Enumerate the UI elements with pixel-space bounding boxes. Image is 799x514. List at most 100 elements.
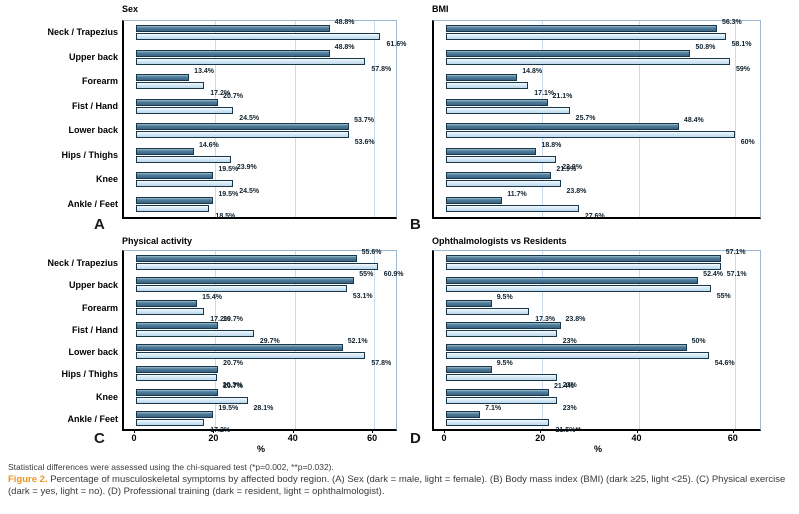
value-label-dark: 52.4% [703,271,724,279]
chart-title: Ophthalmologists vs Residents [432,236,567,246]
bar-dark [136,123,350,130]
value-label-light: 23.9% [236,163,257,171]
bar-light [136,155,231,163]
bar-light [446,204,579,212]
bar-group-ankle-feet: 7.1% 21.5%** [446,404,754,434]
value-label-dark: 7.1% [485,404,502,412]
category-label: Ankle / Feet [67,413,118,424]
value-label-light: 17.2% [210,426,231,434]
value-label-dark: 50.8% [695,43,716,51]
bar-group-neck-trapezius: 57.1% 57.1% [446,249,754,278]
bar-dark [446,410,481,418]
value-label-light: 23% [562,404,577,412]
category-label: Knee [95,391,118,402]
value-label-light: 17.2% [210,90,231,97]
plot-area: 57.1% 57.1% 52.4% 55% 9.5% 17.3% 23.8% 23% 50% 54… [432,249,761,434]
bar-group-ankle-feet: 11.7% 27.6% [446,190,754,220]
value-label-light: 17.3% [535,315,556,323]
bar-dark [446,388,549,396]
category-label: Lower back [68,347,118,358]
value-label-light: 24.5% [239,188,260,195]
value-label-light: 17.2% [210,315,231,323]
bar-dark [446,196,503,204]
value-label-dark: 20.7% [223,360,243,368]
bar-dark [136,366,219,374]
value-label-light: 23.8% [566,188,587,195]
value-label-light: 18.5% [215,212,236,220]
bar-light [446,33,726,40]
bar-group-upper-back: 52.4% 55% [446,271,754,300]
plot-field: 48.8% 61.6% 48.8% 57.8% 13.4% 17.2% 20.7% 24.5%… [136,19,406,220]
bar-light [136,180,234,187]
value-label-light: 57.8% [371,65,392,73]
x-axis: 0 20 40 60% [122,430,394,456]
category-label: Fist / Hand [71,100,118,111]
value-label-light: 53.6% [354,139,375,146]
bar-dark [136,299,198,307]
gridline [294,21,296,217]
value-label-dark: 20.7% [223,382,243,390]
category-axis: Neck / Trapezius Upper back Forearm Fist / … [6,252,122,430]
chart-title: Physical activity [122,236,193,246]
value-label-dark: 15.4% [202,293,222,301]
value-label-dark: 19.5% [218,166,239,173]
category-label: Upper back [68,280,118,291]
bar-light [136,106,234,114]
bar-group-lower-back: 53.7% 53.6% [136,117,390,146]
x-tick-label: 0 [441,433,447,443]
value-label-light: 23% [562,382,577,390]
category-label: Neck / Trapezius [47,27,118,38]
x-axis-inner: 0 20 40 60% [131,430,388,456]
x-tick [636,430,638,433]
value-label-dark: 18.8% [541,141,562,149]
value-label-dark: 20.7% [223,315,243,323]
x-tick-label: 40 [287,433,298,443]
bar-group-fist-hand: 20.7% 24.5% [136,93,390,122]
value-label-dark: 11.7% [507,190,527,198]
stats-note: Statistical differences were assessed us… [8,462,334,472]
x-tick-label: 20 [535,433,546,443]
panel-letter: B [410,216,421,233]
value-label-dark: 53.7% [354,117,374,124]
x-tick-label: 0 [131,433,137,443]
gridline [638,251,640,429]
value-label-light: 28.1% [253,404,274,412]
plot-field: 56.3% 58.1% 50.8% 59% 14.8% 17.1% 21.1% 25.7% 48… [446,19,755,220]
x-axis-inner: 0 20 40 60% [441,430,752,456]
chart-panel-bmi: BMI 56.3% 58.1% 50.8% 59% 14.8% 17.1% 21.1% 25.7… [398,2,796,233]
chart-panel-sex: Sex Neck / Trapezius Upper back Forearm Fist… [6,2,406,233]
value-label-dark: 50% [691,338,706,345]
bar-dark [136,98,219,106]
bar-dark [446,74,518,81]
gridline [294,251,296,429]
bar-dark [136,255,357,262]
gridline [734,21,736,217]
bar-light [136,263,378,270]
gridline [374,21,376,217]
figure-caption: Figure 2. Percentage of musculoskeletal … [8,474,791,498]
value-label-light: 22.9% [562,163,583,171]
bar-group-ankle-feet: 19.5% 17.2% [136,405,390,434]
category-label: Hips / Thighs [61,149,118,160]
value-label-light: 17.1% [534,90,555,97]
value-label-dark: 14.6% [198,141,219,149]
bar-group-knee: 21.4% 23% [446,383,754,412]
bar-dark [136,277,355,285]
plot-area: 48.8% 61.6% 48.8% 57.8% 13.4% 17.2% 20.7% 24.5%… [122,19,406,220]
x-tick [540,430,542,433]
bar-light [136,285,347,293]
bar-group-hips-thighs: 14.6% 23.9% [136,141,390,171]
bar-light [136,307,205,315]
x-tick-label: 40 [631,433,642,443]
value-label-dark: 21.1% [552,92,573,100]
chart-title: BMI [432,4,449,14]
bar-dark [446,321,561,329]
bar-group-upper-back: 50.8% 59% [446,43,754,73]
value-label-light: 54.6% [714,360,735,367]
bar-group-upper-back: 55% 53.1% [136,271,390,300]
value-label-light: 23% [562,337,577,345]
x-tick-label: 60 [727,433,738,443]
bar-light [446,352,709,359]
bar-dark [136,196,214,204]
